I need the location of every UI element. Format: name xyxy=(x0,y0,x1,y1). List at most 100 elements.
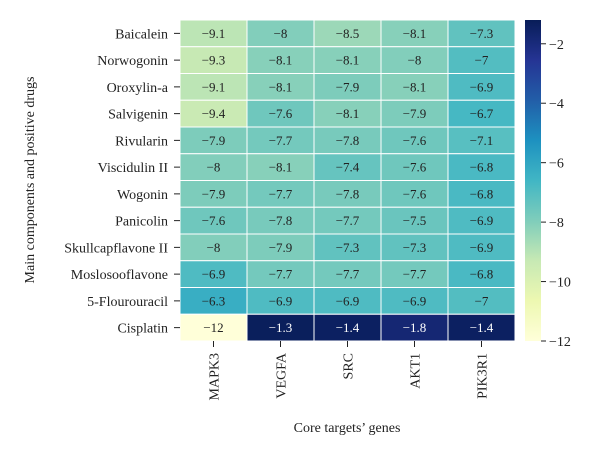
cell-value-label: −1.4 xyxy=(470,320,494,335)
cell-value-label: −6.9 xyxy=(269,293,293,308)
row-label: Wogonin xyxy=(117,188,168,203)
heatmap-cell xyxy=(447,99,516,128)
cell-value-label: −7.6 xyxy=(269,106,293,121)
row-label: Norwogonin xyxy=(97,54,168,69)
heatmap-cell xyxy=(447,233,516,262)
y-axis-title: Main components and positive drugs xyxy=(23,77,38,284)
heatmap-cell xyxy=(380,260,449,288)
heatmap-cell xyxy=(179,180,248,208)
cell-value-label: −9.1 xyxy=(202,26,226,41)
cell-value-label: −7.8 xyxy=(336,133,360,148)
cell-value-label: −6.8 xyxy=(470,186,494,201)
heatmap-cell xyxy=(380,313,449,342)
cell-value-label: −7.6 xyxy=(202,213,226,228)
cell-value-label: −7.5 xyxy=(403,213,427,228)
heatmap-cell xyxy=(313,153,382,181)
heatmap-cell xyxy=(380,99,449,128)
row-label: Moslosooflavone xyxy=(71,268,168,283)
cell-value-label: −7.8 xyxy=(269,213,293,228)
column-label: PIK3R1 xyxy=(476,353,491,399)
heatmap-cell xyxy=(246,206,315,235)
heatmap-cells: −9.1 −8 −8.5 −8.1 −7.3 −9.3 −8.1 −8.1 −8 −7 −9.1 −8… xyxy=(179,19,516,342)
cell-value-label: −6.9 xyxy=(470,240,494,255)
heatmap-cell xyxy=(246,73,315,101)
cell-value-label: −8.1 xyxy=(269,160,293,175)
cell-value-label: −7.7 xyxy=(269,267,293,282)
cell-value-label: −7.9 xyxy=(202,133,226,148)
column-label: SRC xyxy=(342,353,357,379)
colorbar-ticks: −2 −4 −6 −8 −10 −12 xyxy=(541,38,571,350)
row-label: Skullcapflavone II xyxy=(64,241,168,256)
colorbar-tick-label: −10 xyxy=(549,276,571,291)
heatmap-cell xyxy=(380,153,449,181)
cell-value-label: −9.4 xyxy=(202,106,226,121)
cell-value-label: −8.1 xyxy=(336,106,360,121)
row-label: Salvigenin xyxy=(108,108,168,123)
cell-value-label: −7.7 xyxy=(403,267,427,282)
cell-value-label: −7.1 xyxy=(470,133,494,148)
colorbar xyxy=(525,20,541,341)
cell-value-label: −7.7 xyxy=(269,186,293,201)
cell-value-label: −6.3 xyxy=(202,293,226,308)
cell-value-label: −7.7 xyxy=(269,133,293,148)
heatmap-cell xyxy=(447,46,516,74)
cell-value-label: −8.1 xyxy=(336,53,360,68)
colorbar-tick-label: −6 xyxy=(549,157,564,172)
cell-value-label: −12 xyxy=(203,320,223,335)
cell-value-label: −7.3 xyxy=(336,240,360,255)
cell-value-label: −9.1 xyxy=(202,79,226,94)
cell-value-label: −7.6 xyxy=(403,186,427,201)
cell-value-label: −1.4 xyxy=(336,320,360,335)
x-axis-title: Core targets’ genes xyxy=(294,421,401,436)
column-label: VEGFA xyxy=(275,352,290,399)
heatmap-cell xyxy=(179,287,248,315)
cell-value-label: −9.3 xyxy=(202,53,226,68)
heatmap-cell xyxy=(313,99,382,128)
cell-value-label: −6.9 xyxy=(403,293,427,308)
row-label: 5-Flourouracil xyxy=(87,295,168,310)
heatmap-cell xyxy=(179,126,248,155)
cell-value-label: −8 xyxy=(274,26,288,41)
heatmap-cell xyxy=(380,73,449,101)
heatmap-cell xyxy=(246,153,315,181)
cell-value-label: −7.3 xyxy=(470,26,494,41)
cell-value-label: −7 xyxy=(475,53,489,68)
cell-value-label: −6.7 xyxy=(470,106,494,121)
heatmap-cell xyxy=(447,153,516,181)
row-label: Panicolin xyxy=(115,215,168,230)
heatmap-cell xyxy=(447,206,516,235)
cell-value-label: −7.9 xyxy=(336,79,360,94)
heatmap-cell xyxy=(447,287,516,315)
cell-value-label: −6.8 xyxy=(470,160,494,175)
cell-value-label: −1.3 xyxy=(269,320,293,335)
cell-value-label: −7.9 xyxy=(403,106,427,121)
cell-value-label: −8.1 xyxy=(403,26,427,41)
heatmap-cell xyxy=(179,206,248,235)
heatmap-cell xyxy=(179,313,248,342)
heatmap-cell xyxy=(246,126,315,155)
cell-value-label: −7.7 xyxy=(336,213,360,228)
cell-value-label: −6.8 xyxy=(470,267,494,282)
cell-value-label: −7.6 xyxy=(403,133,427,148)
column-label: MAPK3 xyxy=(208,353,223,400)
row-label: Viscidulin II xyxy=(98,161,169,176)
cell-value-label: −8.1 xyxy=(269,53,293,68)
colorbar-tick-label: −8 xyxy=(549,216,564,231)
cell-value-label: −6.9 xyxy=(470,79,494,94)
heatmap-cell xyxy=(313,46,382,74)
cell-value-label: −7.7 xyxy=(336,267,360,282)
cell-value-label: −6.9 xyxy=(470,213,494,228)
heatmap-cell xyxy=(246,19,315,48)
colorbar-tick-label: −2 xyxy=(549,38,564,53)
cell-value-label: −7.6 xyxy=(403,160,427,175)
cell-value-label: −7 xyxy=(475,293,489,308)
column-labels: MAPK3 VEGFA SRC AKT1 PIK3R1 xyxy=(208,341,491,400)
cell-value-label: −7.8 xyxy=(336,186,360,201)
row-labels: Baicalein Norwogonin Oroxylin-a Salvigenin R… xyxy=(64,27,180,337)
cell-value-label: −1.8 xyxy=(403,320,427,335)
cell-value-label: −7.3 xyxy=(403,240,427,255)
cell-value-label: −8.1 xyxy=(269,79,293,94)
heatmap-cell xyxy=(179,260,248,288)
heatmap-cell xyxy=(380,287,449,315)
